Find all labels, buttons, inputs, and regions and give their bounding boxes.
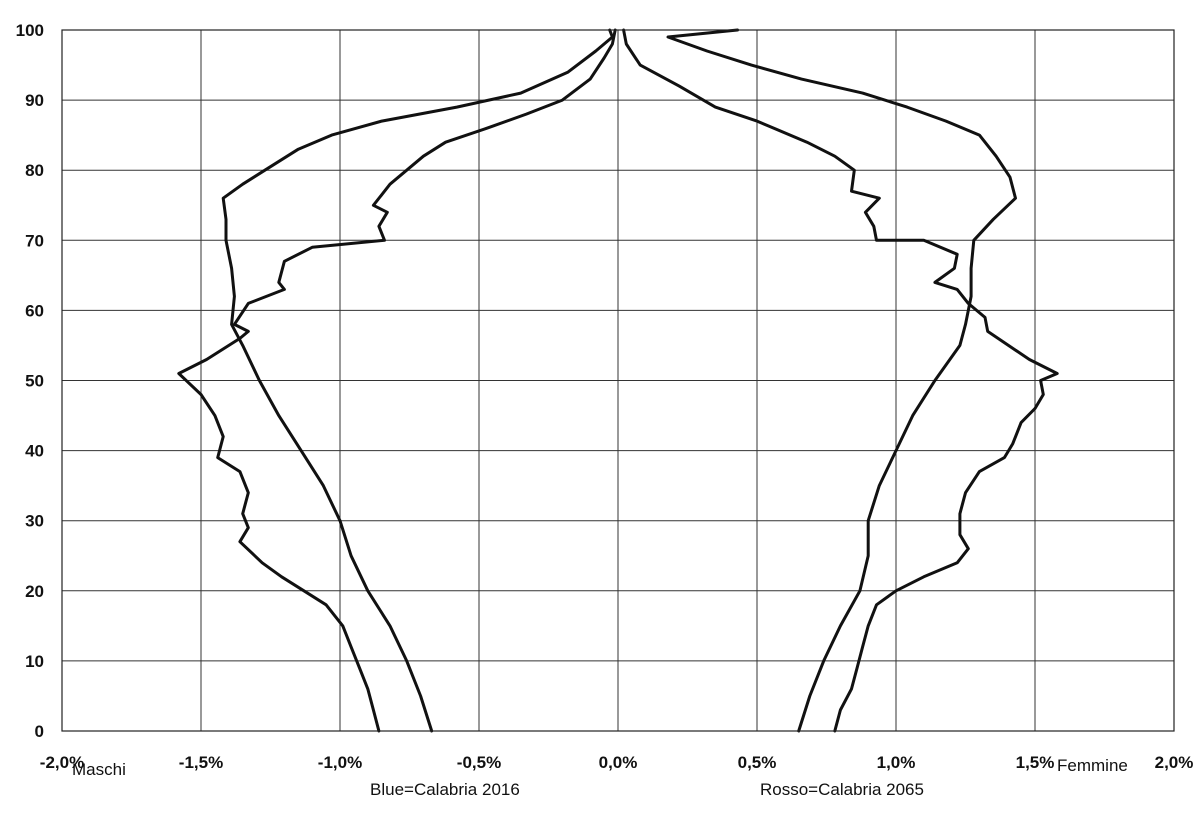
series-line-1 [177, 28, 617, 733]
x-tick-label: 0,0% [599, 753, 638, 772]
y-tick-label: 10 [25, 652, 44, 671]
x-tick-label: 1,0% [877, 753, 916, 772]
y-tick-label: 70 [25, 231, 44, 250]
x-tick-label: -0,5% [457, 753, 501, 772]
y-tick-label: 20 [25, 582, 44, 601]
red-series-note: Rosso=Calabria 2065 [760, 780, 924, 799]
y-axis-ticks: 0 10 20 30 40 50 60 70 80 90 100 [16, 21, 44, 741]
x-tick-label: 1,5% [1016, 753, 1055, 772]
grid [61, 29, 1175, 732]
x-tick-label: -1,0% [318, 753, 362, 772]
x-tick-label: 2,0% [1155, 753, 1194, 772]
x-tick-label: 0,5% [738, 753, 777, 772]
plot-frame [61, 29, 1175, 732]
blue-series-note: Blue=Calabria 2016 [370, 780, 520, 799]
x-tick-label: -2,0% [40, 753, 84, 772]
series-line-2 [221, 28, 614, 733]
y-tick-label: 0 [35, 722, 44, 741]
y-tick-label: 90 [25, 91, 44, 110]
y-tick-label: 40 [25, 442, 44, 461]
y-tick-label: 50 [25, 372, 44, 391]
series-group [177, 28, 1059, 733]
series-line-4 [666, 28, 1017, 733]
series-line-3 [622, 28, 1059, 733]
y-tick-label: 80 [25, 161, 44, 180]
y-tick-label: 60 [25, 301, 44, 320]
y-tick-label: 30 [25, 512, 44, 531]
x-tick-label: -1,5% [179, 753, 223, 772]
females-label: Femmine [1057, 756, 1128, 775]
y-tick-label: 100 [16, 21, 44, 40]
x-axis-ticks: -2,0% -1,5% -1,0% -0,5% 0,0% 0,5% 1,0% 1,5% 2,0% [40, 753, 1194, 772]
males-label: Maschi [72, 760, 126, 779]
